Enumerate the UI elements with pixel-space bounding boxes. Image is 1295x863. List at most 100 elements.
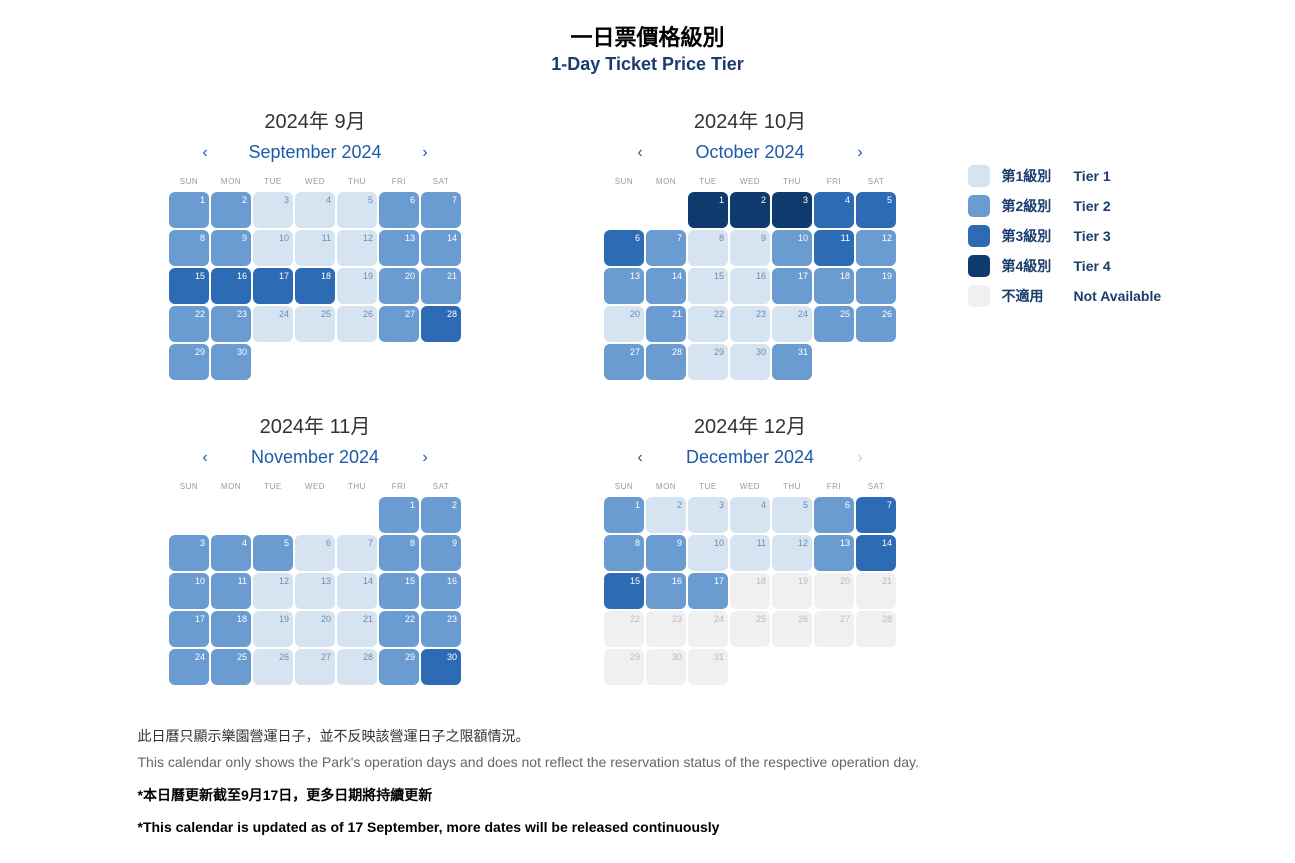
calendar-day[interactable]: 26 — [253, 649, 293, 685]
calendar-day[interactable]: 19 — [337, 268, 377, 304]
prev-month-icon[interactable]: ‹ — [630, 144, 650, 162]
calendar-day[interactable]: 4 — [211, 535, 251, 571]
calendar-day[interactable]: 27 — [379, 306, 419, 342]
calendar-day[interactable]: 7 — [421, 192, 461, 228]
calendar-day[interactable]: 25 — [295, 306, 335, 342]
next-month-icon[interactable]: › — [415, 144, 435, 162]
calendar-day[interactable]: 23 — [211, 306, 251, 342]
calendar-day[interactable]: 7 — [856, 497, 896, 533]
prev-month-icon[interactable]: ‹ — [195, 449, 215, 467]
calendar-day[interactable]: 7 — [337, 535, 377, 571]
calendar-day[interactable]: 11 — [211, 573, 251, 609]
calendar-day[interactable]: 10 — [253, 230, 293, 266]
calendar-day[interactable]: 4 — [814, 192, 854, 228]
calendar-day[interactable]: 10 — [772, 230, 812, 266]
calendar-day[interactable]: 17 — [169, 611, 209, 647]
calendar-day[interactable]: 12 — [856, 230, 896, 266]
calendar-day[interactable]: 30 — [646, 649, 686, 685]
calendar-day[interactable]: 29 — [379, 649, 419, 685]
calendar-day[interactable]: 3 — [688, 497, 728, 533]
calendar-day[interactable]: 24 — [688, 611, 728, 647]
calendar-day[interactable]: 28 — [421, 306, 461, 342]
calendar-day[interactable]: 24 — [772, 306, 812, 342]
calendar-day[interactable]: 25 — [730, 611, 770, 647]
calendar-day[interactable]: 14 — [646, 268, 686, 304]
calendar-day[interactable]: 24 — [253, 306, 293, 342]
calendar-day[interactable]: 12 — [772, 535, 812, 571]
calendar-day[interactable]: 1 — [688, 192, 728, 228]
next-month-icon[interactable]: › — [850, 144, 870, 162]
calendar-day[interactable]: 19 — [253, 611, 293, 647]
calendar-day[interactable]: 22 — [688, 306, 728, 342]
calendar-day[interactable]: 9 — [730, 230, 770, 266]
calendar-day[interactable]: 9 — [646, 535, 686, 571]
calendar-day[interactable]: 28 — [337, 649, 377, 685]
calendar-day[interactable]: 18 — [295, 268, 335, 304]
calendar-day[interactable]: 25 — [211, 649, 251, 685]
calendar-day[interactable]: 30 — [211, 344, 251, 380]
calendar-day[interactable]: 15 — [688, 268, 728, 304]
calendar-day[interactable]: 21 — [421, 268, 461, 304]
calendar-day[interactable]: 11 — [730, 535, 770, 571]
calendar-day[interactable]: 20 — [379, 268, 419, 304]
calendar-day[interactable]: 5 — [337, 192, 377, 228]
calendar-day[interactable]: 26 — [856, 306, 896, 342]
calendar-day[interactable]: 29 — [688, 344, 728, 380]
calendar-day[interactable]: 13 — [814, 535, 854, 571]
calendar-day[interactable]: 22 — [604, 611, 644, 647]
prev-month-icon[interactable]: ‹ — [630, 449, 650, 467]
calendar-day[interactable]: 7 — [646, 230, 686, 266]
calendar-day[interactable]: 20 — [814, 573, 854, 609]
prev-month-icon[interactable]: ‹ — [195, 144, 215, 162]
calendar-day[interactable]: 20 — [604, 306, 644, 342]
calendar-day[interactable]: 3 — [253, 192, 293, 228]
calendar-day[interactable]: 18 — [730, 573, 770, 609]
calendar-day[interactable]: 19 — [772, 573, 812, 609]
calendar-day[interactable]: 28 — [646, 344, 686, 380]
calendar-day[interactable]: 26 — [337, 306, 377, 342]
calendar-day[interactable]: 9 — [211, 230, 251, 266]
calendar-day[interactable]: 22 — [169, 306, 209, 342]
calendar-day[interactable]: 3 — [169, 535, 209, 571]
calendar-day[interactable]: 2 — [421, 497, 461, 533]
calendar-day[interactable]: 17 — [688, 573, 728, 609]
calendar-day[interactable]: 1 — [604, 497, 644, 533]
calendar-day[interactable]: 1 — [379, 497, 419, 533]
calendar-day[interactable]: 1 — [169, 192, 209, 228]
calendar-day[interactable]: 21 — [646, 306, 686, 342]
calendar-day[interactable]: 14 — [856, 535, 896, 571]
calendar-day[interactable]: 6 — [604, 230, 644, 266]
calendar-day[interactable]: 15 — [604, 573, 644, 609]
calendar-day[interactable]: 13 — [379, 230, 419, 266]
calendar-day[interactable]: 8 — [379, 535, 419, 571]
calendar-day[interactable]: 19 — [856, 268, 896, 304]
calendar-day[interactable]: 8 — [604, 535, 644, 571]
calendar-day[interactable]: 10 — [169, 573, 209, 609]
next-month-icon[interactable]: › — [415, 449, 435, 467]
calendar-day[interactable]: 16 — [421, 573, 461, 609]
calendar-day[interactable]: 17 — [772, 268, 812, 304]
calendar-day[interactable]: 4 — [730, 497, 770, 533]
calendar-day[interactable]: 28 — [856, 611, 896, 647]
calendar-day[interactable]: 13 — [604, 268, 644, 304]
calendar-day[interactable]: 13 — [295, 573, 335, 609]
calendar-day[interactable]: 16 — [646, 573, 686, 609]
calendar-day[interactable]: 15 — [379, 573, 419, 609]
calendar-day[interactable]: 17 — [253, 268, 293, 304]
calendar-day[interactable]: 27 — [814, 611, 854, 647]
calendar-day[interactable]: 22 — [379, 611, 419, 647]
calendar-day[interactable]: 11 — [814, 230, 854, 266]
calendar-day[interactable]: 10 — [688, 535, 728, 571]
calendar-day[interactable]: 5 — [856, 192, 896, 228]
calendar-day[interactable]: 23 — [646, 611, 686, 647]
calendar-day[interactable]: 29 — [604, 649, 644, 685]
calendar-day[interactable]: 15 — [169, 268, 209, 304]
calendar-day[interactable]: 18 — [211, 611, 251, 647]
calendar-day[interactable]: 6 — [814, 497, 854, 533]
calendar-day[interactable]: 26 — [772, 611, 812, 647]
calendar-day[interactable]: 25 — [814, 306, 854, 342]
calendar-day[interactable]: 12 — [337, 230, 377, 266]
calendar-day[interactable]: 8 — [688, 230, 728, 266]
calendar-day[interactable]: 31 — [772, 344, 812, 380]
calendar-day[interactable]: 27 — [604, 344, 644, 380]
